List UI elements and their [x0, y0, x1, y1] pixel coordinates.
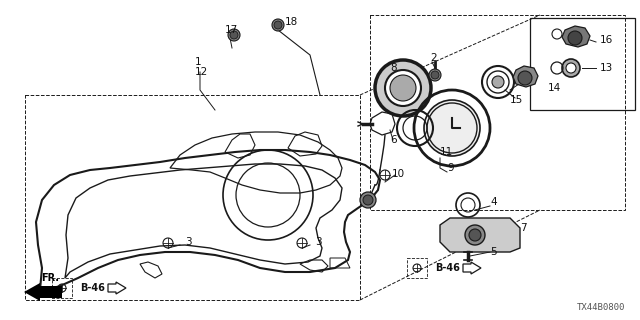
Circle shape	[492, 76, 504, 88]
Circle shape	[230, 31, 238, 39]
Text: 12: 12	[195, 67, 208, 77]
Circle shape	[518, 71, 532, 85]
Text: FR.: FR.	[41, 273, 59, 283]
Text: 1: 1	[195, 57, 202, 67]
Text: 3: 3	[315, 237, 322, 247]
Text: 11: 11	[440, 147, 453, 157]
Text: 2: 2	[430, 53, 436, 63]
Polygon shape	[513, 66, 538, 87]
Circle shape	[274, 21, 282, 29]
FancyArrow shape	[108, 282, 126, 294]
Text: 10: 10	[392, 169, 405, 179]
Circle shape	[363, 195, 373, 205]
Circle shape	[375, 60, 431, 116]
Circle shape	[566, 63, 576, 73]
Circle shape	[390, 75, 416, 101]
Text: 16: 16	[600, 35, 613, 45]
Circle shape	[568, 31, 582, 45]
Circle shape	[562, 59, 580, 77]
Text: TX44B0800: TX44B0800	[577, 303, 625, 312]
Polygon shape	[562, 26, 590, 47]
Circle shape	[469, 229, 481, 241]
Text: 13: 13	[600, 63, 613, 73]
Text: 8: 8	[390, 63, 397, 73]
Text: 3: 3	[185, 237, 191, 247]
Text: 4: 4	[490, 197, 497, 207]
Circle shape	[272, 19, 284, 31]
Circle shape	[385, 70, 421, 106]
Circle shape	[431, 71, 439, 79]
Text: 18: 18	[285, 17, 298, 27]
Text: B-46: B-46	[80, 283, 105, 293]
Text: 17: 17	[225, 25, 238, 35]
FancyArrow shape	[463, 262, 481, 274]
Text: 9: 9	[447, 163, 454, 173]
Circle shape	[429, 69, 441, 81]
Circle shape	[228, 29, 240, 41]
Text: 15: 15	[510, 95, 524, 105]
Text: 7: 7	[520, 223, 527, 233]
Text: 6: 6	[390, 135, 397, 145]
Text: 14: 14	[548, 83, 561, 93]
Circle shape	[360, 192, 376, 208]
Circle shape	[424, 100, 480, 156]
FancyArrow shape	[24, 283, 62, 301]
Circle shape	[465, 225, 485, 245]
Polygon shape	[440, 218, 520, 252]
Text: 5: 5	[490, 247, 497, 257]
Text: B-46: B-46	[435, 263, 460, 273]
